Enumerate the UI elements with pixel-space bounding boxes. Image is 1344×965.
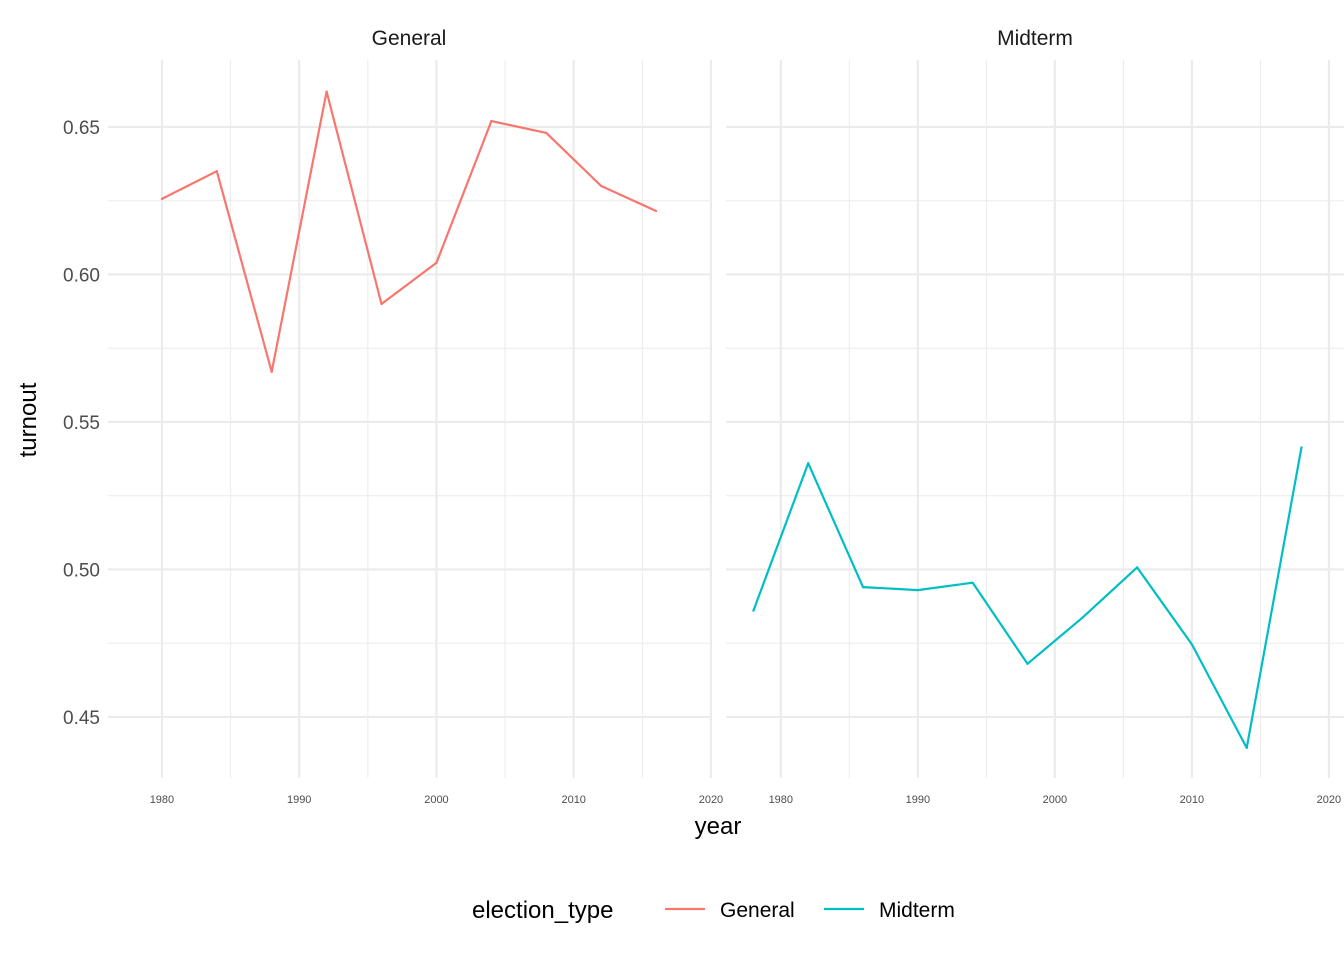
data-point xyxy=(654,209,658,213)
legend-label-midterm: Midterm xyxy=(879,899,955,922)
x-tick-label: 1980 xyxy=(769,794,793,806)
data-point xyxy=(1026,662,1029,665)
y-tick-label: 0.50 xyxy=(63,560,100,581)
series-line-midterm xyxy=(752,447,1303,750)
x-tick-label: 2010 xyxy=(1180,794,1204,806)
data-point xyxy=(380,302,383,306)
x-tick-label: 2020 xyxy=(699,794,723,806)
data-point xyxy=(600,184,603,188)
y-axis-label: turnout xyxy=(15,382,42,457)
x-tick-label: 1990 xyxy=(906,794,930,806)
data-point xyxy=(807,462,810,465)
series-line-general xyxy=(161,90,657,373)
data-point xyxy=(160,197,164,201)
data-point xyxy=(1081,616,1084,619)
panel-general: 1980 1990 2000 2010 2020 General xyxy=(108,27,723,806)
data-point xyxy=(270,370,273,373)
data-point xyxy=(752,609,755,612)
x-tick-label: 2020 xyxy=(1317,794,1341,806)
legend-label-general: General xyxy=(720,899,795,922)
y-tick-label: 0.45 xyxy=(63,708,100,729)
data-point xyxy=(971,581,974,584)
x-tick-label: 2010 xyxy=(561,794,585,806)
x-tick-label: 2000 xyxy=(1043,794,1067,806)
data-point xyxy=(325,90,328,93)
data-point xyxy=(916,588,919,592)
facet-strip-label: General xyxy=(372,27,447,50)
data-point xyxy=(545,131,548,134)
x-tick-label: 1980 xyxy=(150,794,174,806)
y-tick-label: 0.65 xyxy=(63,118,100,139)
panel-midterm: 1980 1990 2000 2010 2020 Midterm xyxy=(726,27,1344,806)
data-point xyxy=(435,261,438,264)
data-point xyxy=(490,119,493,123)
x-tick-label: 1990 xyxy=(287,794,311,806)
facet-strip-label: Midterm xyxy=(997,27,1073,50)
x-tick-label: 2000 xyxy=(424,794,448,806)
data-point xyxy=(1190,643,1193,646)
legend-title: election_type xyxy=(472,897,613,924)
data-point xyxy=(1135,566,1139,569)
data-point xyxy=(1245,746,1248,750)
data-point xyxy=(215,170,218,173)
y-tick-label: 0.60 xyxy=(63,265,100,286)
x-axis-label: year xyxy=(695,813,742,840)
legend: election_type General Midterm xyxy=(472,897,955,924)
data-point xyxy=(861,586,865,589)
data-point xyxy=(1300,446,1303,449)
y-tick-label: 0.55 xyxy=(63,413,100,434)
